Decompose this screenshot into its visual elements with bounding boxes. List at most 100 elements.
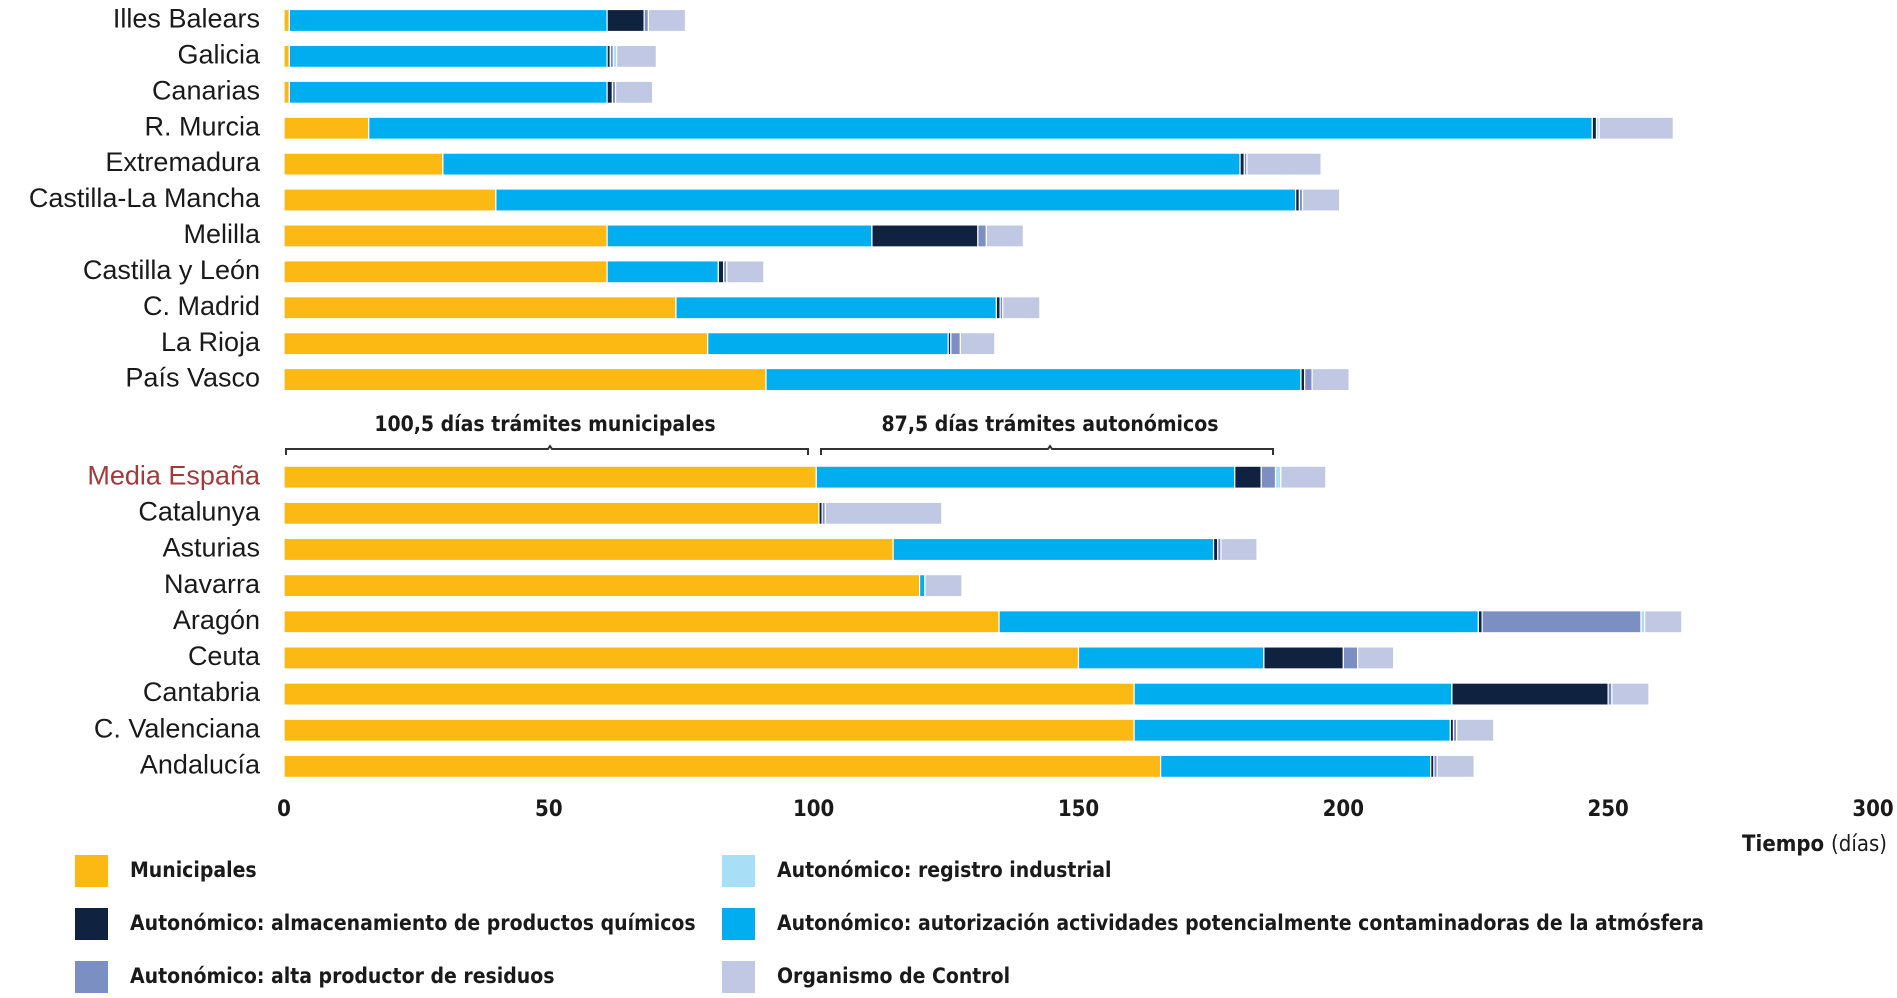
category-label: País Vasco [125,363,260,393]
legend-swatch [722,961,755,993]
legend-swatch [75,908,108,940]
bar-segment [1456,718,1495,742]
category-label: Galicia [177,40,261,70]
bar-segment [283,80,290,104]
bar-segment [283,8,290,33]
x-axis-label: Tiempo (días) [1742,832,1887,857]
bar-segment [1311,367,1350,392]
bar-segment [283,465,817,489]
bar-segment [765,367,1302,392]
bar-segment [288,80,608,104]
bar-segment [959,332,996,356]
category-label: Andalucía [140,750,261,780]
bar-segment [606,80,613,104]
bar-segment [950,332,961,356]
bar-segment [283,152,444,176]
bar-segment [283,610,1000,634]
bar-segment [675,296,998,320]
bar-segment [1598,116,1674,140]
x-tick-label: 0 [277,797,291,822]
category-label: Canarias [152,75,260,105]
category-label: Castilla-La Mancha [29,183,261,213]
bar-segment [1591,116,1598,140]
bar-segment [998,610,1479,634]
x-tick-label: 200 [1323,797,1364,822]
bracket [820,444,1274,455]
annotation: 100,5 días trámites municipales [374,412,715,436]
x-tick-label: 150 [1058,797,1099,822]
bar-segment [1133,718,1451,742]
bar-segment [283,682,1135,706]
bar-segment [1436,754,1475,778]
bar-segment [288,8,608,33]
bar-segment [824,501,943,525]
bar-segment [1239,152,1245,176]
category-label: Navarra [164,569,261,599]
bar-segment [918,574,926,598]
legend-swatch [75,961,108,993]
category-label: Asturias [162,533,260,563]
bar-segment [726,260,765,284]
bar-segment [985,224,1025,248]
bar-segment [643,8,650,33]
bar-segment [283,646,1080,670]
bar-segment [283,574,921,598]
bar-segment [283,260,608,284]
x-tick-label: 100 [793,797,834,822]
bar-segment [283,224,608,248]
bar-segment [1077,646,1265,670]
bar-segment [283,188,497,212]
bar-segment [1644,610,1683,634]
bar-segment [283,44,290,68]
legend-label: Autonómico: registro industrial [777,858,1111,882]
x-tick-label: 50 [535,797,563,822]
bar-segment [647,8,687,33]
bar-segment [442,152,1241,176]
category-label: R. Murcia [144,111,260,141]
legend-label: Autonómico: alta productor de residuos [130,964,554,988]
x-tick-label: 250 [1588,797,1629,822]
bar-segment [606,8,645,33]
bar-segment [283,537,894,562]
bar-segment [283,501,820,525]
bar-segment [707,332,949,356]
bar-segment [815,465,1236,489]
legend-swatch [722,855,755,887]
bar-segment [495,188,1297,212]
x-axis-unit: (días) [1831,832,1887,857]
bar-segment [606,260,719,284]
x-tick-label: 300 [1852,797,1893,822]
bar-segment [283,296,677,320]
category-label: Extremadura [105,147,261,177]
bar-segment [283,367,767,392]
bar-segment [892,537,1215,562]
bar-segment [1260,465,1277,489]
annotation: 87,5 días trámites autonómicos [882,412,1219,436]
category-label: Catalunya [138,496,261,526]
legend-label: Organismo de Control [777,964,1010,988]
bar-segment [368,116,1593,140]
bar-segment [606,224,873,248]
bar-segment [1002,296,1041,320]
category-label: Illes Balears [113,4,260,34]
bar-segment [616,44,657,68]
legend-label: Municipales [130,858,257,882]
bar-segment [283,116,370,140]
x-axis-title: Tiempo [1742,832,1824,857]
bar-segment [1611,682,1650,706]
category-label: Media España [87,460,261,490]
bar-segment [1481,610,1642,634]
bar-segment [1246,152,1322,176]
category-label: Ceuta [188,641,261,671]
bar-segment [1274,465,1282,489]
legend-swatch [722,908,755,940]
bar-segment [283,718,1135,742]
bar-segment [283,332,709,356]
bar-segment [717,260,725,284]
legend-label: Autonómico: almacenamiento de productos … [130,911,696,935]
category-label: C. Madrid [143,291,260,321]
bar-segment [1234,465,1262,489]
bar-segment [1212,537,1219,562]
bar-segment [614,80,654,104]
